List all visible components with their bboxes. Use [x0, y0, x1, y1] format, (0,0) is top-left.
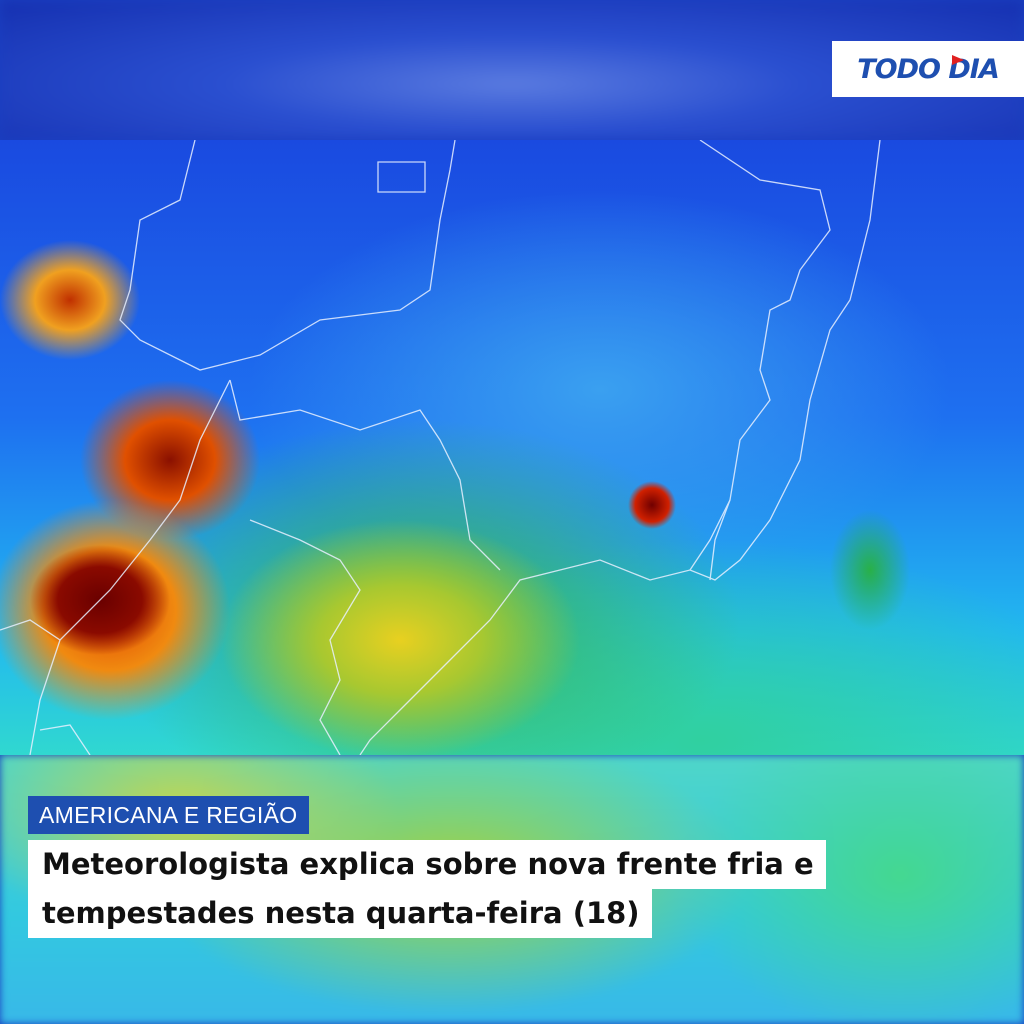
flag-icon [952, 55, 964, 65]
state-borders [0, 140, 881, 755]
category-label: AMERICANA E REGIÃO [28, 796, 310, 834]
brand-logo: TODO DIA [832, 41, 1024, 97]
logo-text: TODO DIA [857, 53, 999, 85]
headline: Meteorologista explica sobre nova frente… [28, 840, 988, 938]
satellite-image [0, 140, 1024, 755]
headline-line-1: Meteorologista explica sobre nova frente… [28, 840, 826, 889]
headline-line-2: tempestades nesta quarta-feira (18) [28, 889, 652, 938]
